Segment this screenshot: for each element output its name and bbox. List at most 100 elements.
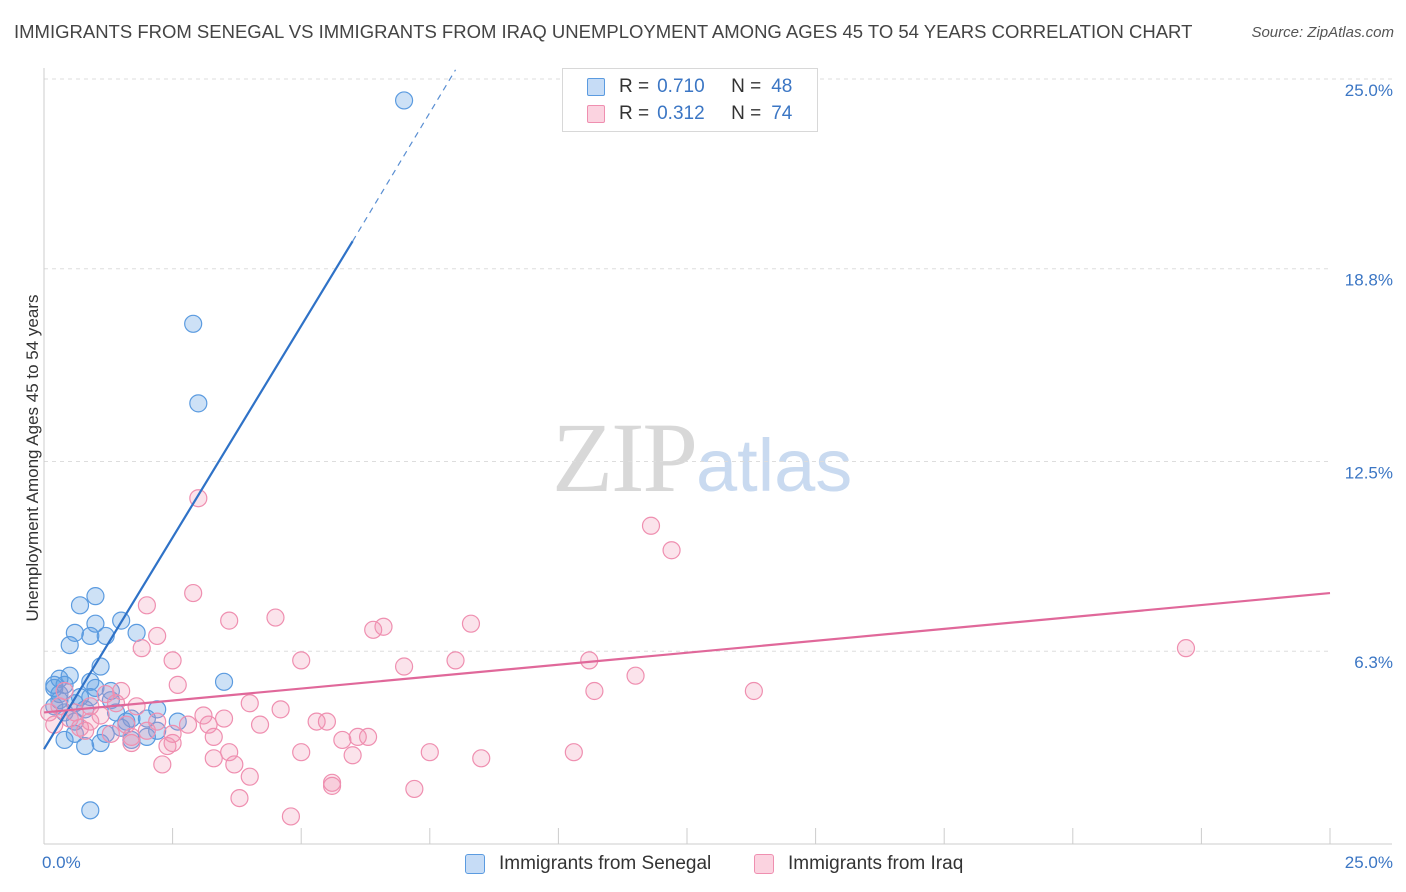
senegal-point xyxy=(184,314,203,333)
source-label: Source: ZipAtlas.com xyxy=(1251,24,1394,41)
iraq-point xyxy=(358,727,378,747)
senegal-point xyxy=(65,623,84,642)
iraq-point xyxy=(662,541,681,560)
bottom-senegal-label: Immigrants from Senegal xyxy=(499,853,712,874)
iraq-point xyxy=(271,700,290,719)
bottom-iraq-label: Immigrants from Iraq xyxy=(788,853,964,874)
iraq-point xyxy=(585,681,604,701)
senegal-n-value: 48 xyxy=(771,76,793,97)
iraq-point xyxy=(364,620,383,639)
iraq-point xyxy=(101,724,120,743)
iraq-point xyxy=(292,743,311,762)
iraq-point xyxy=(96,684,115,704)
iraq-point xyxy=(55,681,74,701)
iraq-point xyxy=(148,712,167,731)
iraq-point xyxy=(292,651,311,670)
iraq-point xyxy=(153,755,172,774)
iraq-r-label: R = xyxy=(619,103,650,124)
iraq-point xyxy=(168,675,187,694)
iraq-point xyxy=(394,657,414,676)
senegal-trend-extension xyxy=(352,69,457,242)
iraq-point xyxy=(564,743,583,762)
iraq-point xyxy=(446,651,465,670)
senegal-point xyxy=(137,727,156,747)
iraq-point xyxy=(348,727,367,747)
senegal-point xyxy=(106,703,126,722)
senegal-point xyxy=(70,596,90,615)
senegal-point xyxy=(127,623,146,642)
watermark-zip: ZIP xyxy=(552,402,698,513)
iraq-point xyxy=(199,715,218,734)
senegal-point xyxy=(148,721,167,740)
iraq-point xyxy=(641,516,661,535)
y-tick-label: 18.8% xyxy=(1345,271,1393,290)
iraq-point xyxy=(420,743,439,762)
iraq-point xyxy=(204,749,223,768)
iraq-point xyxy=(137,721,156,740)
iraq-point xyxy=(472,749,491,768)
iraq-point xyxy=(240,767,259,786)
iraq-point xyxy=(178,715,198,734)
senegal-point xyxy=(86,614,105,633)
iraq-point xyxy=(148,626,167,646)
iraq-point xyxy=(626,666,645,685)
bottom-legend-iraq: Immigrants from Iraq xyxy=(754,851,963,877)
zipatlas-watermark: ZIPatlas xyxy=(552,400,852,515)
iraq-trend-line xyxy=(43,591,1331,714)
senegal-point xyxy=(81,801,100,820)
y-axis-label: Unemployment Among Ages 45 to 54 years xyxy=(23,295,42,622)
iraq-point xyxy=(461,614,481,633)
iraq-point xyxy=(158,736,177,756)
y-tick-label: 25.0% xyxy=(1345,81,1393,100)
watermark-atlas: atlas xyxy=(696,424,853,507)
iraq-n-label: N = xyxy=(731,103,762,124)
senegal-n-label: N = xyxy=(731,76,762,97)
iraq-point xyxy=(317,712,337,731)
iraq-point xyxy=(240,694,259,713)
iraq-point xyxy=(106,694,126,713)
trend-lines xyxy=(43,69,1331,750)
iraq-point xyxy=(163,733,182,753)
senegal-point xyxy=(76,736,95,756)
senegal-swatch xyxy=(587,78,605,96)
senegal-point xyxy=(394,91,414,110)
grid-layer xyxy=(44,78,1392,652)
bottom-senegal-swatch xyxy=(465,854,485,874)
senegal-point xyxy=(86,587,105,606)
bottom-legend-senegal: Immigrants from Senegal xyxy=(465,851,711,877)
iraq-point xyxy=(163,651,182,670)
senegal-point xyxy=(189,394,208,413)
senegal-trend-line xyxy=(43,240,354,750)
iraq-point xyxy=(214,709,234,728)
iraq-point xyxy=(307,712,326,731)
legend-row-iraq: R = 0.312 N = 74 xyxy=(587,102,792,126)
x-tick-label: 0.0% xyxy=(42,853,81,872)
iraq-point xyxy=(194,706,213,725)
y-tick-label: 6.3% xyxy=(1354,653,1393,672)
bottom-iraq-swatch xyxy=(754,854,774,874)
iraq-point xyxy=(1176,639,1196,658)
iraq-point xyxy=(343,746,362,765)
senegal-point xyxy=(96,724,115,743)
senegal-r-label: R = xyxy=(619,76,650,97)
iraq-points xyxy=(40,489,1196,826)
tick-labels: 6.3% 12.5% 18.8% 25.0% 0.0% 25.0% xyxy=(42,81,1393,872)
iraq-point xyxy=(81,697,100,716)
legend-row-senegal: R = 0.710 N = 48 xyxy=(587,75,792,99)
senegal-point xyxy=(214,672,234,691)
iraq-point xyxy=(333,730,352,750)
iraq-point xyxy=(137,596,156,615)
iraq-point xyxy=(122,733,141,753)
iraq-point xyxy=(374,617,393,636)
y-tick-label: 12.5% xyxy=(1345,464,1393,483)
iraq-point xyxy=(225,755,244,774)
senegal-r-value: 0.710 xyxy=(657,76,705,97)
iraq-point xyxy=(230,788,249,808)
correlation-legend: R = 0.710 N = 48 R = 0.312 N = 74 xyxy=(562,68,818,132)
senegal-point xyxy=(55,730,74,750)
iraq-point xyxy=(127,697,146,716)
iraq-point xyxy=(184,583,203,603)
iraq-r-value: 0.312 xyxy=(657,103,705,124)
iraq-point xyxy=(250,715,270,734)
